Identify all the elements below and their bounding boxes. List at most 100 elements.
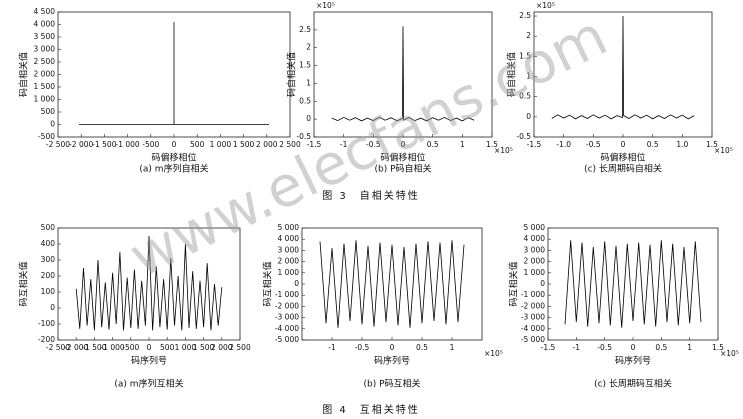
y-tick-label: -2 000 [521, 301, 545, 310]
x-multiplier: ×10⁵ [714, 146, 733, 155]
x-tick-label: -0.5 [355, 343, 370, 352]
subcaption: (b) P码自相关 [374, 163, 431, 175]
y-tick-label: 0 [540, 279, 545, 288]
data-line [75, 235, 223, 331]
x-tick-label: -2 500 [46, 343, 70, 352]
x-tick-label: -0.5 [597, 343, 612, 352]
x-tick-label: 1 [450, 343, 455, 352]
y-axis-label: 码互相关值 [18, 261, 30, 306]
x-tick-label: -1 [573, 343, 581, 352]
y-tick-label: 300 [41, 255, 56, 264]
y-tick-label: 0 [50, 120, 55, 129]
y-axis-label: 码自相关值 [286, 52, 298, 97]
y-tick-label: -5 000 [521, 335, 545, 344]
data-line [331, 26, 475, 122]
y-tick-label: 4 000 [278, 234, 300, 243]
y-tick-label: 500 [41, 223, 56, 232]
x-multiplier: ×10⁵ [720, 349, 739, 358]
y-tick-label: -2 000 [275, 301, 299, 310]
y-tick-label: 0 [526, 112, 531, 121]
y-tick-label: 1.5 [519, 51, 531, 60]
subcaption: (c) 长周期码互相关 [594, 378, 672, 390]
x-tick-label: 1.5 [712, 343, 724, 352]
x-tick-label: -0.5 [366, 140, 381, 149]
y-tick-label: 1 [306, 78, 311, 87]
x-multiplier: ×10⁵ [494, 146, 513, 155]
x-tick-label: 500 [190, 140, 205, 149]
subcaption: (a) m序列互相关 [114, 378, 183, 390]
y-tick-label: -4 000 [521, 324, 545, 333]
x-tick-label: 2 500 [279, 140, 301, 149]
y-tick-label: 4 000 [34, 20, 56, 29]
x-tick-label: 2 000 [211, 343, 233, 352]
x-tick-label: -0.5 [586, 140, 601, 149]
x-tick-label: -1 500 [92, 140, 116, 149]
y-tick-label: 4 000 [524, 234, 546, 243]
x-axis-label: 码偏移相位 [380, 152, 425, 164]
y-tick-label: 4 500 [34, 7, 56, 16]
y-axis-label: 码互相关值 [508, 261, 520, 306]
x-tick-label: 0 [401, 140, 406, 149]
y-tick-label: 2 000 [34, 70, 56, 79]
y-tick-label: 1 000 [524, 268, 546, 277]
x-tick-label: 1 500 [193, 343, 215, 352]
y-tick-label: 2.5 [299, 25, 311, 34]
y-tick-label: 2 500 [34, 57, 56, 66]
y-tick-label: 3 000 [524, 245, 546, 254]
y-tick-label: -0.5 [516, 132, 531, 141]
x-tick-label: -2 000 [69, 140, 93, 149]
x-tick-label: 1 000 [175, 343, 197, 352]
y-tick-label: 0 [50, 303, 55, 312]
x-tick-label: 1 [460, 140, 465, 149]
x-tick-label: -500 [122, 343, 139, 352]
y-tick-label: 1.5 [299, 61, 311, 70]
y-tick-label: 3 000 [34, 45, 56, 54]
y-tick-label: 0 [306, 114, 311, 123]
x-axis-label: 码偏移相位 [600, 152, 645, 164]
x-tick-label: -1.5 [307, 140, 322, 149]
x-tick-label: 0.5 [427, 140, 439, 149]
y-tick-label: 3 000 [278, 245, 300, 254]
data-line [564, 240, 702, 328]
x-tick-label: -1.0 [556, 140, 571, 149]
y-tick-label: 1 000 [278, 268, 300, 277]
x-axis-label: 码偏移相位 [151, 152, 196, 164]
x-tick-label: -1 500 [82, 343, 106, 352]
x-tick-label: 0 [621, 140, 626, 149]
y-tick-label: 0.5 [519, 92, 531, 101]
y-tick-label: -1 000 [521, 290, 545, 299]
y-tick-label: 2 000 [524, 257, 546, 266]
y-tick-label: 0 [294, 279, 299, 288]
y-tick-label: 2.5 [519, 11, 531, 20]
y-tick-label: -0.5 [296, 132, 311, 141]
y-tick-label: -100 [38, 319, 55, 328]
y-tick-label: 1 500 [34, 82, 56, 91]
x-tick-label: 0 [631, 343, 636, 352]
data-line [79, 22, 269, 125]
x-axis-label: 码序列号 [131, 355, 167, 367]
y-axis-label: 码互相关值 [262, 261, 274, 306]
y-tick-label: 1 [526, 72, 531, 81]
x-tick-label: 0 [390, 343, 395, 352]
y-axis-label: 码自相关值 [18, 52, 30, 97]
y-tick-label: 3 500 [34, 32, 56, 41]
x-tick-label: 0.5 [416, 343, 428, 352]
y-tick-label: 5 000 [278, 223, 300, 232]
x-tick-label: 1 500 [233, 140, 255, 149]
x-tick-label: 2 000 [256, 140, 278, 149]
x-tick-label: 0.5 [655, 343, 667, 352]
x-tick-label: -1 [340, 140, 348, 149]
figure-caption: 图 4 互相关特性 [322, 403, 420, 416]
y-tick-label: -3 000 [275, 313, 299, 322]
x-tick-label: -2 000 [64, 343, 88, 352]
x-tick-label: -500 [142, 140, 159, 149]
x-tick-label: 1.5 [706, 140, 718, 149]
x-tick-label: 500 [160, 343, 175, 352]
x-multiplier: ×10⁵ [484, 349, 503, 358]
data-line [551, 15, 695, 120]
subcaption: (b) P码互相关 [363, 378, 420, 390]
x-tick-label: 1.5 [486, 140, 498, 149]
y-tick-label: -500 [38, 132, 55, 141]
y-tick-label: 5 000 [524, 223, 546, 232]
